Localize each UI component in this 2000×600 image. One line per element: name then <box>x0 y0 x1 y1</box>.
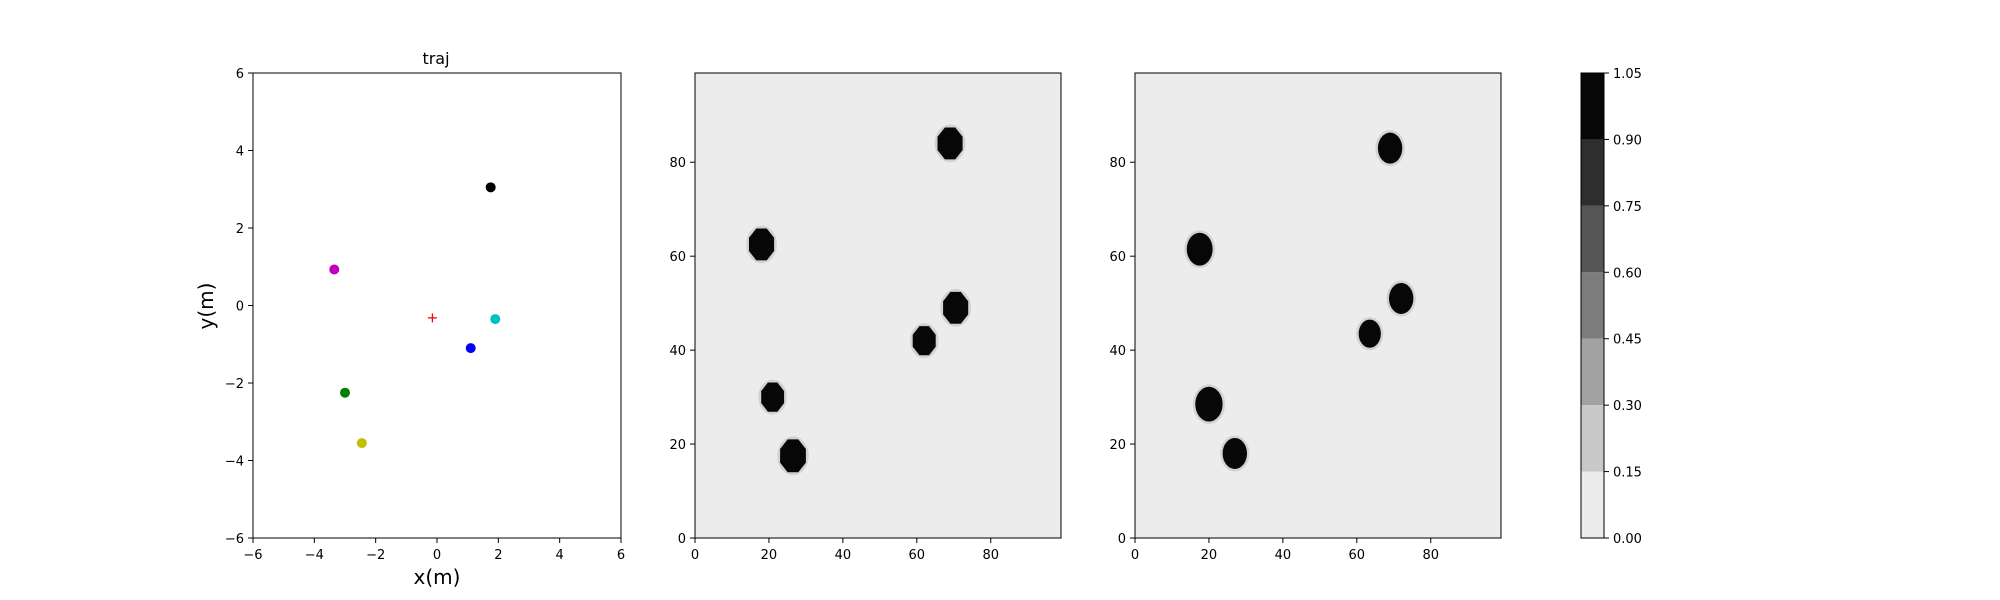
heatmap-left-background <box>695 73 1061 538</box>
traj-x-tick-label: 2 <box>494 548 502 563</box>
heatmap-left-blob-2 <box>940 288 972 327</box>
traj-x-tick-label: 0 <box>433 548 441 563</box>
traj-plot-area <box>253 73 621 538</box>
heatmap-right-x-tick-label: 0 <box>1131 548 1139 563</box>
traj-point-0 <box>485 182 496 193</box>
heatmap-right-x-tick-label: 80 <box>1422 548 1439 563</box>
colorbar-tick-label: 0.00 <box>1613 532 1642 547</box>
traj-y-axis-label: y(m) <box>194 283 218 330</box>
traj-x-axis-label: x(m) <box>414 565 461 589</box>
colorbar-band <box>1581 272 1604 339</box>
traj-y-tick-label: 4 <box>236 145 244 160</box>
traj-x-tick-label: 4 <box>556 548 564 563</box>
heatmap-left-x-tick-label: 60 <box>909 548 926 563</box>
heatmap-left-y-tick-label: 80 <box>669 156 686 171</box>
traj-point-3 <box>465 343 476 354</box>
colorbar-tick-label: 0.30 <box>1613 399 1642 414</box>
heatmap-right-frame <box>1134 72 1502 539</box>
heatmap-left-y-tick-label: 20 <box>669 438 686 453</box>
traj-point-2 <box>490 314 501 325</box>
heatmap-left-blob-5 <box>777 436 809 476</box>
heatmap-left-y-tick-label: 60 <box>669 250 686 265</box>
traj-title: traj <box>422 49 449 68</box>
colorbar-frame <box>1580 72 1605 539</box>
colorbar-band <box>1581 73 1604 140</box>
heatmap-right-y-ticks: 0 20 40 60 80 <box>1109 156 1135 547</box>
traj-x-tick-label: −2 <box>366 548 385 563</box>
heatmap-right-blob-0 <box>1375 130 1405 167</box>
heatmap-left-x-tick-label: 0 <box>691 548 699 563</box>
traj-point-5 <box>356 438 367 449</box>
heatmap-left-x-ticks: 0 20 40 60 80 <box>691 538 999 563</box>
colorbar-band <box>1581 139 1604 206</box>
heatmap-right-blob-2 <box>1386 280 1416 317</box>
heatmap-left-blob-0 <box>934 124 966 163</box>
heatmap-right-y-tick-label: 0 <box>1118 532 1126 547</box>
colorbar: 0.00 0.15 0.30 0.45 0.60 0.75 0.90 1.05 <box>1580 67 1642 547</box>
heatmap-right-x-tick-label: 20 <box>1201 548 1218 563</box>
colorbar-ticks: 0.00 0.15 0.30 0.45 0.60 0.75 0.90 1.05 <box>1604 67 1642 547</box>
colorbar-tick-label: 0.60 <box>1613 266 1642 281</box>
colorbar-band <box>1581 205 1604 273</box>
colorbar-band <box>1581 338 1604 406</box>
traj-y-ticks: −6 −4 −2 0 2 4 6 <box>225 67 253 547</box>
heatmap-left: 0 20 40 60 80 0 20 40 60 80 <box>669 72 1062 563</box>
traj-x-tick-label: −4 <box>305 548 324 563</box>
colorbar-band <box>1581 405 1604 472</box>
heatmap-right-y-tick-label: 80 <box>1109 156 1126 171</box>
traj-y-tick-label: 6 <box>236 67 244 82</box>
traj-y-tick-label: −2 <box>225 377 244 392</box>
heatmap-right-blob-4 <box>1192 384 1226 425</box>
colorbar-band <box>1581 471 1604 538</box>
heatmap-right-x-ticks: 0 20 40 60 80 <box>1131 538 1439 563</box>
traj-points <box>329 182 501 449</box>
heatmap-left-blobs <box>746 124 972 476</box>
colorbar-bands <box>1581 73 1604 538</box>
colorbar-tick-label: 0.15 <box>1613 466 1642 481</box>
traj-x-tick-label: 6 <box>617 548 625 563</box>
traj-y-tick-label: 0 <box>236 300 244 315</box>
traj-y-tick-label: −6 <box>225 532 244 547</box>
heatmap-right-y-tick-label: 20 <box>1109 438 1126 453</box>
colorbar-tick-label: 0.90 <box>1613 133 1642 148</box>
heatmap-right: 0 20 40 60 80 0 20 40 60 80 <box>1109 72 1502 563</box>
heatmap-left-blob-4 <box>758 379 787 415</box>
colorbar-tick-label: 0.45 <box>1613 333 1642 348</box>
heatmap-right-blob-3 <box>1356 317 1384 351</box>
traj-point-1 <box>329 264 340 275</box>
colorbar-tick-label: 1.05 <box>1613 67 1642 82</box>
traj-y-tick-label: −4 <box>225 455 244 470</box>
traj-plus-marker <box>427 313 437 323</box>
traj-plot: traj −6 −4 −2 0 2 4 6 −6 −4 −2 0 2 4 6 x(m) y(m) <box>194 49 625 589</box>
heatmap-left-x-tick-label: 80 <box>982 548 999 563</box>
heatmap-right-y-tick-label: 60 <box>1109 250 1126 265</box>
heatmap-right-y-tick-label: 40 <box>1109 344 1126 359</box>
heatmap-right-blob-1 <box>1184 230 1216 269</box>
heatmap-right-background <box>1135 73 1501 538</box>
heatmap-left-x-tick-label: 20 <box>761 548 778 563</box>
heatmap-right-x-tick-label: 60 <box>1349 548 1366 563</box>
heatmap-right-blob-5 <box>1220 435 1250 472</box>
heatmap-left-frame <box>694 72 1062 539</box>
heatmap-left-y-tick-label: 40 <box>669 344 686 359</box>
traj-point-4 <box>340 387 350 398</box>
heatmap-left-x-tick-label: 40 <box>835 548 852 563</box>
heatmap-right-blobs <box>1184 130 1416 472</box>
heatmap-left-y-tick-label: 0 <box>678 532 686 547</box>
heatmap-left-blob-1 <box>746 225 777 264</box>
heatmap-left-y-ticks: 0 20 40 60 80 <box>669 156 695 547</box>
traj-y-tick-label: 2 <box>236 222 244 237</box>
traj-x-tick-label: −6 <box>243 548 262 563</box>
heatmap-right-x-tick-label: 40 <box>1275 548 1292 563</box>
traj-x-ticks: −6 −4 −2 0 2 4 6 <box>243 538 625 563</box>
heatmap-left-blob-3 <box>909 323 939 359</box>
colorbar-tick-label: 0.75 <box>1613 200 1642 215</box>
